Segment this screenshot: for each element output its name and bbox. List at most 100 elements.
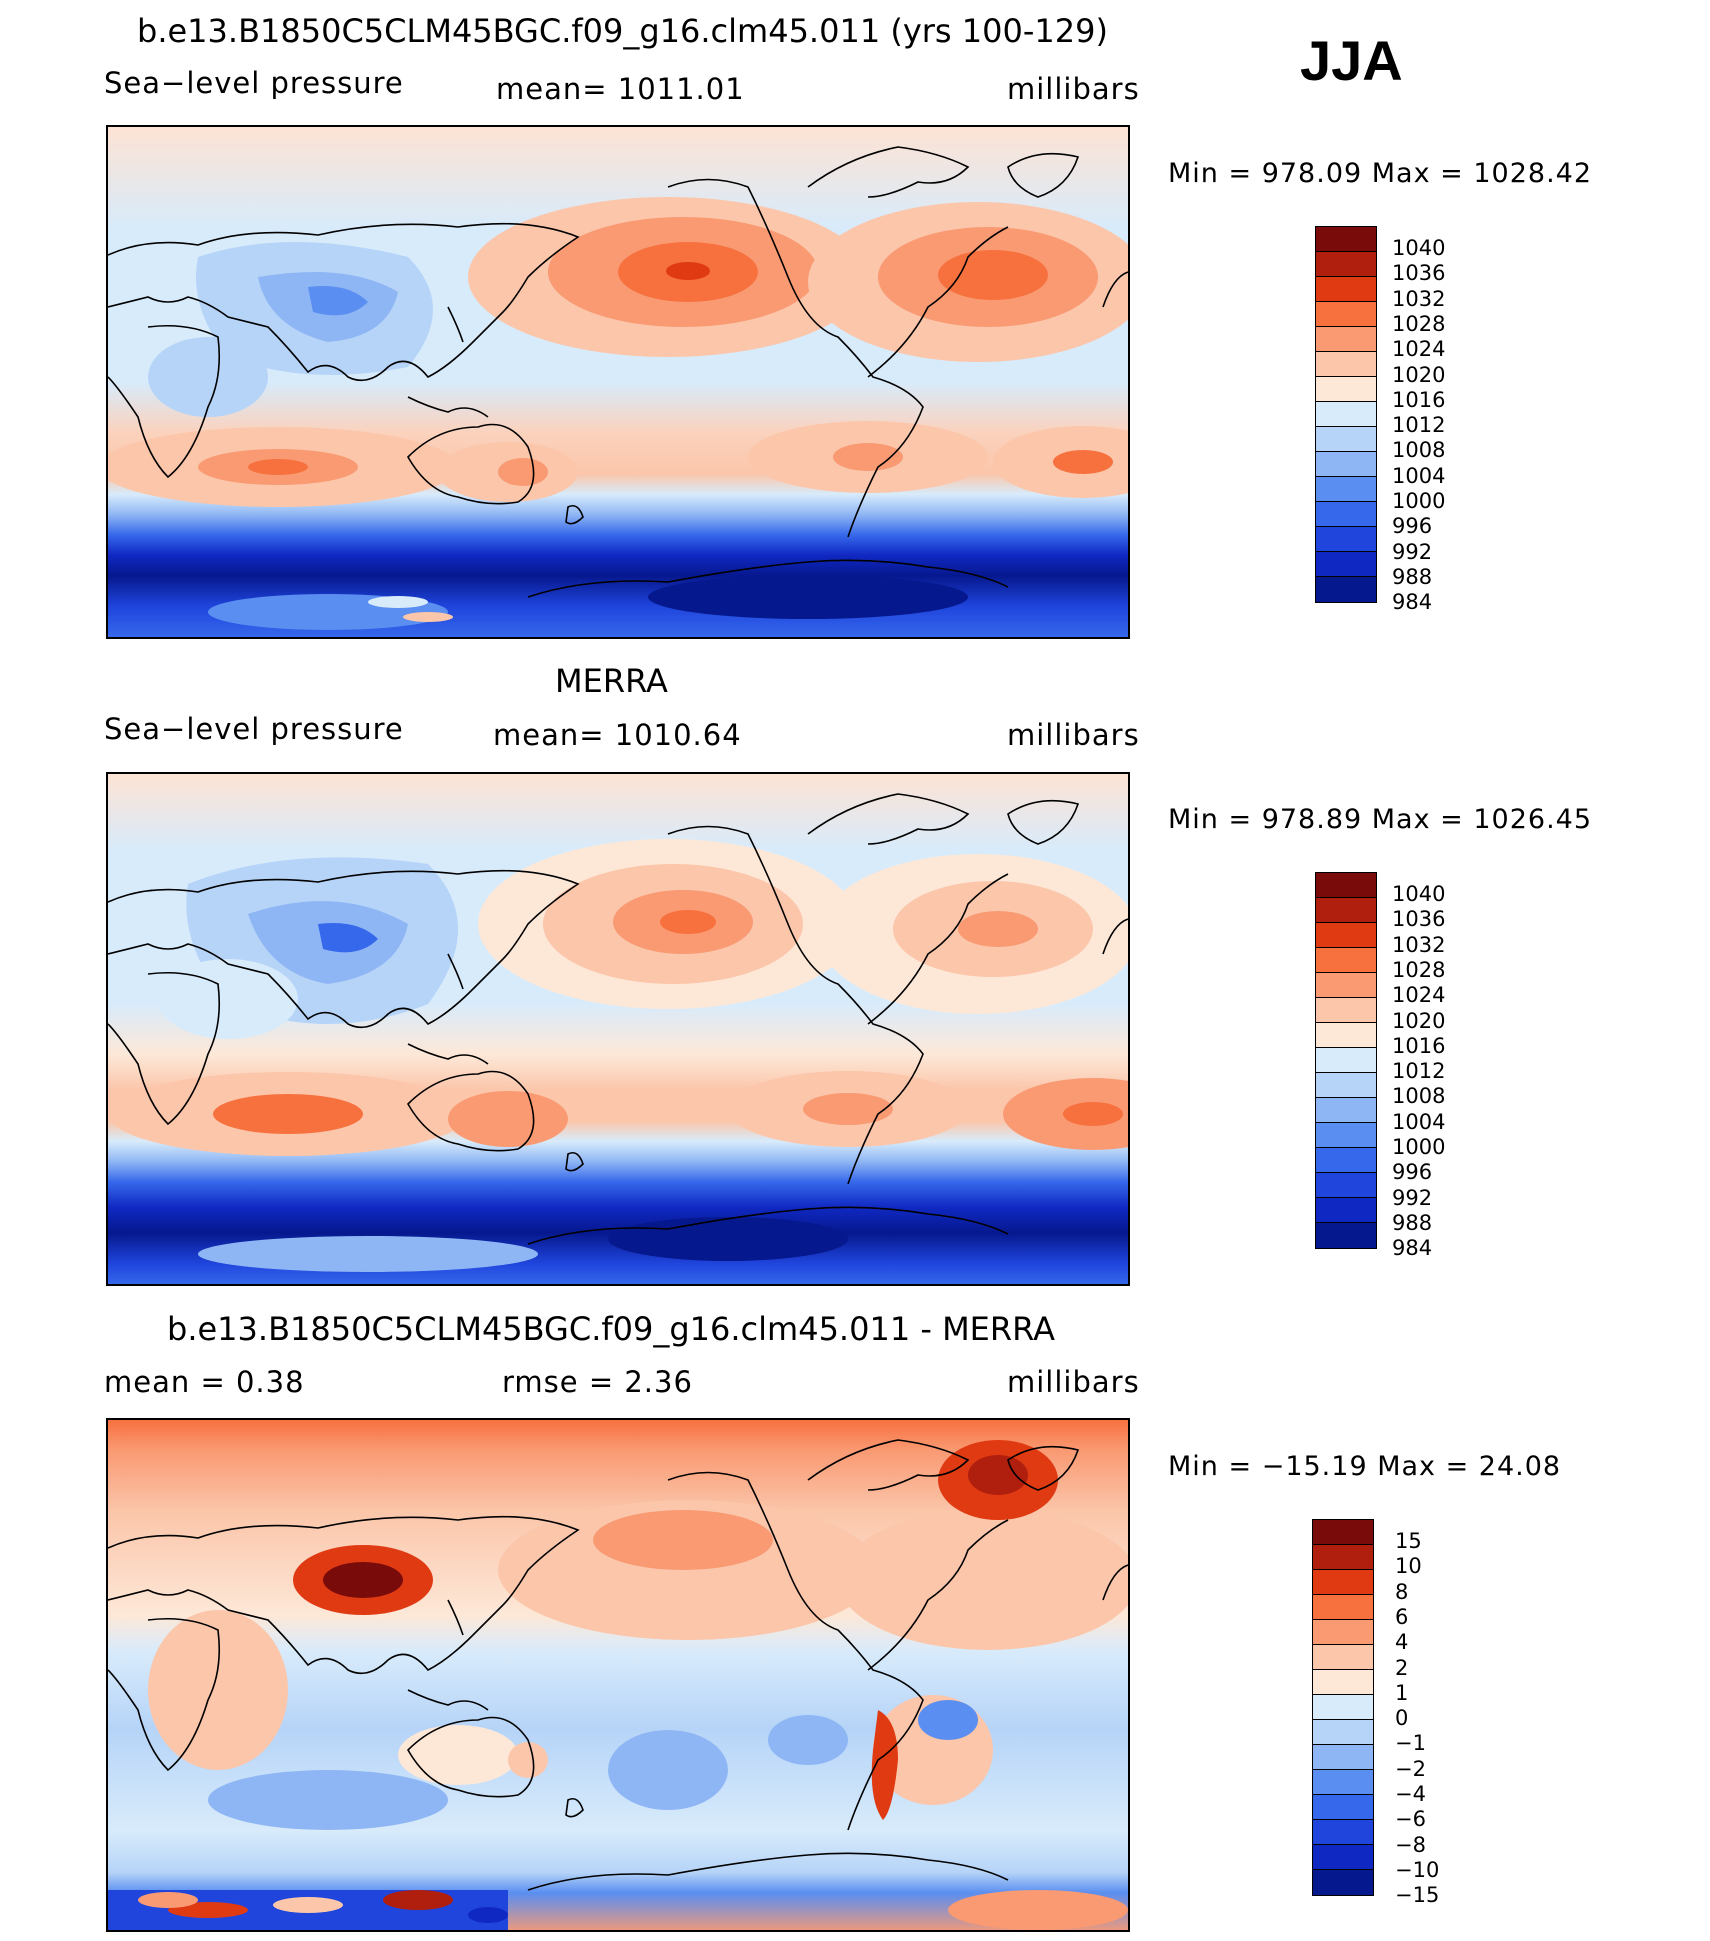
colorbar-label: 1008 (1392, 438, 1446, 463)
colorbar-label: 6 (1395, 1604, 1409, 1629)
colorbar-swatch (1313, 1645, 1373, 1670)
colorbar-label: −4 (1395, 1782, 1426, 1806)
colorbar-swatch (1313, 1670, 1373, 1695)
colorbar-label: 992 (1392, 539, 1433, 564)
colorbar-label: 8 (1395, 1579, 1409, 1604)
colorbar-swatch (1316, 527, 1376, 552)
panel-3-difference-map (106, 1418, 1130, 1932)
colorbar-swatch (1313, 1570, 1373, 1595)
colorbar-swatch (1313, 1745, 1373, 1770)
colorbar-label: 988 (1392, 564, 1433, 589)
colorbar-label: 1036 (1392, 907, 1446, 932)
colorbar-swatch (1316, 277, 1376, 302)
colorbar-label: −10 (1395, 1857, 1440, 1882)
panel-1-model-slp-map (106, 125, 1130, 639)
colorbar-label: 1004 (1392, 1109, 1446, 1134)
panel-1-minmax: Min = 978.09 Max = 1028.42 (1168, 158, 1593, 189)
colorbar-label: 984 (1392, 590, 1433, 615)
colorbar-swatch (1316, 227, 1376, 252)
colorbar-label: 1032 (1392, 286, 1446, 311)
panel-2-units-label: millibars (1007, 718, 1140, 752)
colorbar-swatch (1313, 1720, 1373, 1745)
colorbar-label: 1040 (1392, 236, 1446, 260)
colorbar-swatch (1316, 1148, 1376, 1173)
colorbar-swatch (1316, 923, 1376, 948)
colorbar-swatch (1316, 302, 1376, 327)
panel-3-rmse-label: rmse = 2.36 (502, 1365, 693, 1399)
colorbar-swatch (1316, 973, 1376, 998)
colorbar-label: 4 (1395, 1630, 1409, 1655)
panel-2-mean-label: mean= 1010.64 (493, 718, 742, 752)
colorbar-label: 1036 (1392, 261, 1446, 286)
colorbar-swatch (1313, 1545, 1373, 1570)
colorbar-label: 988 (1392, 1210, 1433, 1235)
panel-3-colorbar (1312, 1519, 1374, 1896)
colorbar-label: 992 (1392, 1185, 1433, 1210)
colorbar-swatch (1316, 948, 1376, 973)
panel-2-minmax: Min = 978.89 Max = 1026.45 (1168, 804, 1593, 835)
colorbar-label: 1028 (1392, 311, 1446, 336)
colorbar-label: 10 (1395, 1554, 1422, 1579)
colorbar-swatch (1316, 1123, 1376, 1148)
colorbar-swatch (1316, 252, 1376, 277)
panel-3-title: b.e13.B1850C5CLM45BGC.f09_g16.clm45.011 … (167, 1310, 1055, 1348)
colorbar-label: −2 (1395, 1756, 1426, 1781)
panel-1-colorbar (1315, 226, 1377, 603)
colorbar-label: 1000 (1392, 1135, 1446, 1159)
colorbar-swatch (1316, 552, 1376, 577)
colorbar-swatch (1316, 402, 1376, 427)
colorbar-label: 1032 (1392, 932, 1446, 957)
colorbar-label: 984 (1392, 1236, 1433, 1261)
colorbar-label: 1012 (1392, 1059, 1446, 1084)
colorbar-swatch (1316, 1198, 1376, 1223)
colorbar-swatch (1316, 1023, 1376, 1048)
colorbar-swatch (1313, 1870, 1373, 1895)
colorbar-swatch (1316, 577, 1376, 602)
colorbar-swatch (1316, 427, 1376, 452)
panel-3-mean-label: mean = 0.38 (104, 1365, 305, 1399)
colorbar-label: 996 (1392, 514, 1433, 539)
colorbar-swatch (1316, 1048, 1376, 1073)
colorbar-label: 1000 (1392, 489, 1446, 513)
colorbar-label: 1024 (1392, 983, 1446, 1008)
panel-2-title: MERRA (555, 662, 668, 700)
colorbar-swatch (1313, 1520, 1373, 1545)
colorbar-label: 15 (1395, 1529, 1422, 1553)
colorbar-swatch (1313, 1845, 1373, 1870)
colorbar-swatch (1313, 1620, 1373, 1645)
colorbar-swatch (1316, 898, 1376, 923)
colorbar-label: 0 (1395, 1706, 1409, 1731)
panel-1-mean-label: mean= 1011.01 (496, 72, 745, 106)
colorbar-label: 1004 (1392, 463, 1446, 488)
colorbar-swatch (1316, 873, 1376, 898)
colorbar-swatch (1316, 1098, 1376, 1123)
colorbar-swatch (1313, 1695, 1373, 1720)
colorbar-swatch (1316, 352, 1376, 377)
colorbar-label: 1040 (1392, 882, 1446, 906)
colorbar-label: −1 (1395, 1731, 1426, 1756)
colorbar-swatch (1316, 477, 1376, 502)
colorbar-swatch (1316, 377, 1376, 402)
colorbar-label: 1 (1395, 1680, 1409, 1705)
panel-2-merra-slp-map (106, 772, 1130, 1286)
panel-1-units-label: millibars (1007, 72, 1140, 106)
panel-2-variable-label: Sea−level pressure (104, 712, 404, 746)
colorbar-label: 1024 (1392, 337, 1446, 362)
colorbar-label: −6 (1395, 1807, 1426, 1832)
colorbar-swatch (1313, 1820, 1373, 1845)
colorbar-swatch (1313, 1595, 1373, 1620)
colorbar-label: 1012 (1392, 413, 1446, 438)
panel-3-minmax: Min = −15.19 Max = 24.08 (1168, 1451, 1562, 1482)
colorbar-label: −8 (1395, 1832, 1426, 1857)
panel-1-variable-label: Sea−level pressure (104, 66, 404, 100)
season-label: JJA (1300, 29, 1403, 92)
colorbar-swatch (1313, 1795, 1373, 1820)
colorbar-swatch (1316, 998, 1376, 1023)
colorbar-label: 1008 (1392, 1084, 1446, 1109)
colorbar-label: 1020 (1392, 1008, 1446, 1033)
colorbar-swatch (1313, 1770, 1373, 1795)
colorbar-label: 996 (1392, 1160, 1433, 1185)
panel-1-title: b.e13.B1850C5CLM45BGC.f09_g16.clm45.011 … (137, 12, 1108, 50)
panel-3-units-label: millibars (1007, 1365, 1140, 1399)
